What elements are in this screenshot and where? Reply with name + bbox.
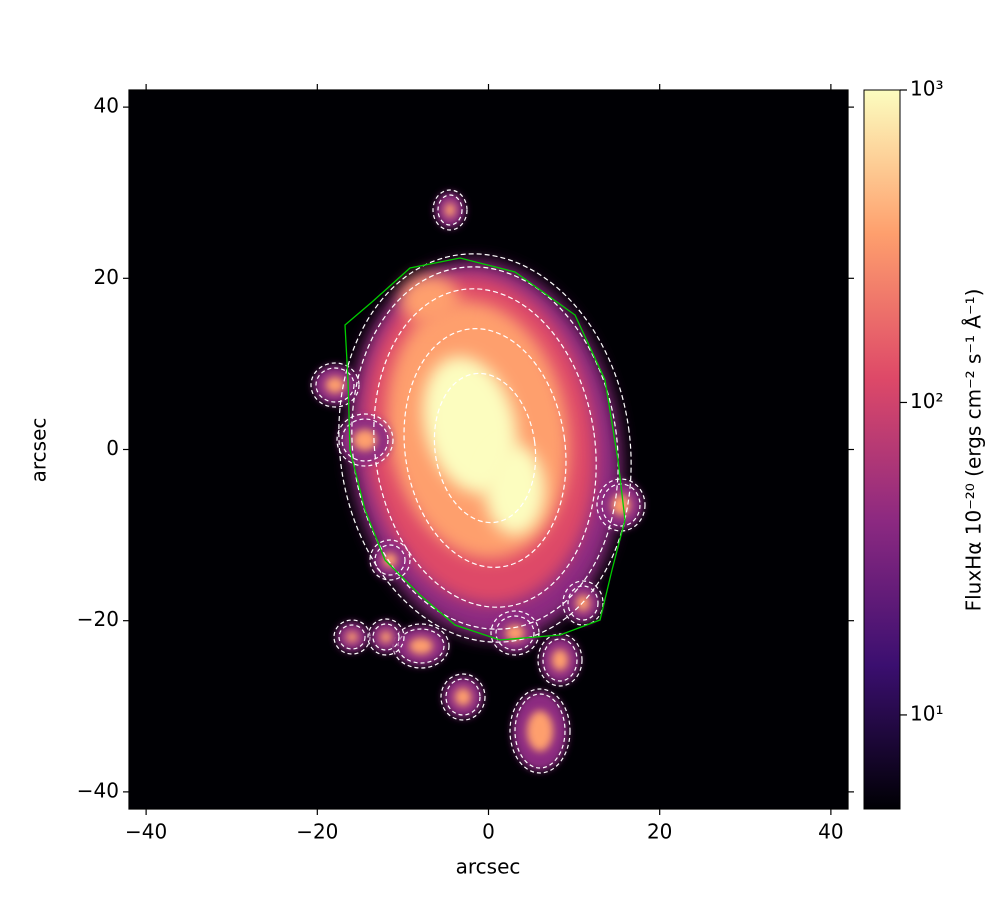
contour xyxy=(341,418,389,462)
colorbar-label: FluxHα 10⁻²⁰ (ergs cm⁻² s⁻¹ Å⁻¹) xyxy=(962,289,986,612)
flux-region xyxy=(485,445,545,535)
x-tick-label: −40 xyxy=(125,820,167,844)
flux-region xyxy=(380,631,392,643)
x-tick-label: 40 xyxy=(818,820,843,844)
contour xyxy=(336,413,394,467)
flux-region xyxy=(454,688,472,706)
contour xyxy=(369,539,411,581)
x-tick-label: 0 xyxy=(482,820,495,844)
x-tick-label: 20 xyxy=(647,820,672,844)
x-tick-label: −20 xyxy=(296,820,338,844)
contour xyxy=(495,615,535,651)
contour xyxy=(440,673,486,721)
colorbar xyxy=(863,89,901,810)
flux-image xyxy=(310,189,646,774)
contour xyxy=(490,610,540,656)
contour xyxy=(372,623,400,651)
y-tick-label: −20 xyxy=(77,607,119,631)
contour xyxy=(567,585,599,621)
contour xyxy=(437,194,463,226)
contour xyxy=(432,189,468,231)
contour xyxy=(514,693,566,769)
contour xyxy=(542,638,578,682)
contour xyxy=(374,544,406,576)
contour xyxy=(403,328,567,568)
flux-region xyxy=(400,275,460,325)
colorbar-tick-label: 10² xyxy=(910,389,943,413)
contour xyxy=(315,367,355,403)
outline xyxy=(344,257,626,641)
y-tick-label: 0 xyxy=(106,436,119,460)
flux-region xyxy=(444,202,456,218)
contour xyxy=(537,633,583,687)
contour xyxy=(433,372,537,524)
contour xyxy=(373,288,597,608)
y-axis-label: arcsec xyxy=(27,418,51,483)
flux-region xyxy=(409,637,433,655)
contour xyxy=(338,253,632,643)
colorbar-tick-label: 10³ xyxy=(910,77,943,101)
y-tick-label: −40 xyxy=(77,778,119,802)
flux-region xyxy=(346,631,358,643)
contour xyxy=(310,362,360,408)
flux-region xyxy=(551,649,569,671)
contour xyxy=(596,478,646,532)
flux-region xyxy=(382,552,398,568)
contour xyxy=(338,624,366,650)
colorbar-tick-label: 10¹ xyxy=(910,701,943,725)
y-tick-label: 40 xyxy=(94,94,119,118)
contour xyxy=(367,618,405,656)
contour xyxy=(397,628,445,664)
flux-region xyxy=(526,710,554,752)
x-axis-label: arcsec xyxy=(456,855,521,879)
contour xyxy=(509,688,571,774)
flux-region xyxy=(325,376,345,394)
flux-region xyxy=(353,429,377,451)
flux-region xyxy=(611,494,631,516)
y-tick-label: 20 xyxy=(94,265,119,289)
contour xyxy=(445,678,481,716)
